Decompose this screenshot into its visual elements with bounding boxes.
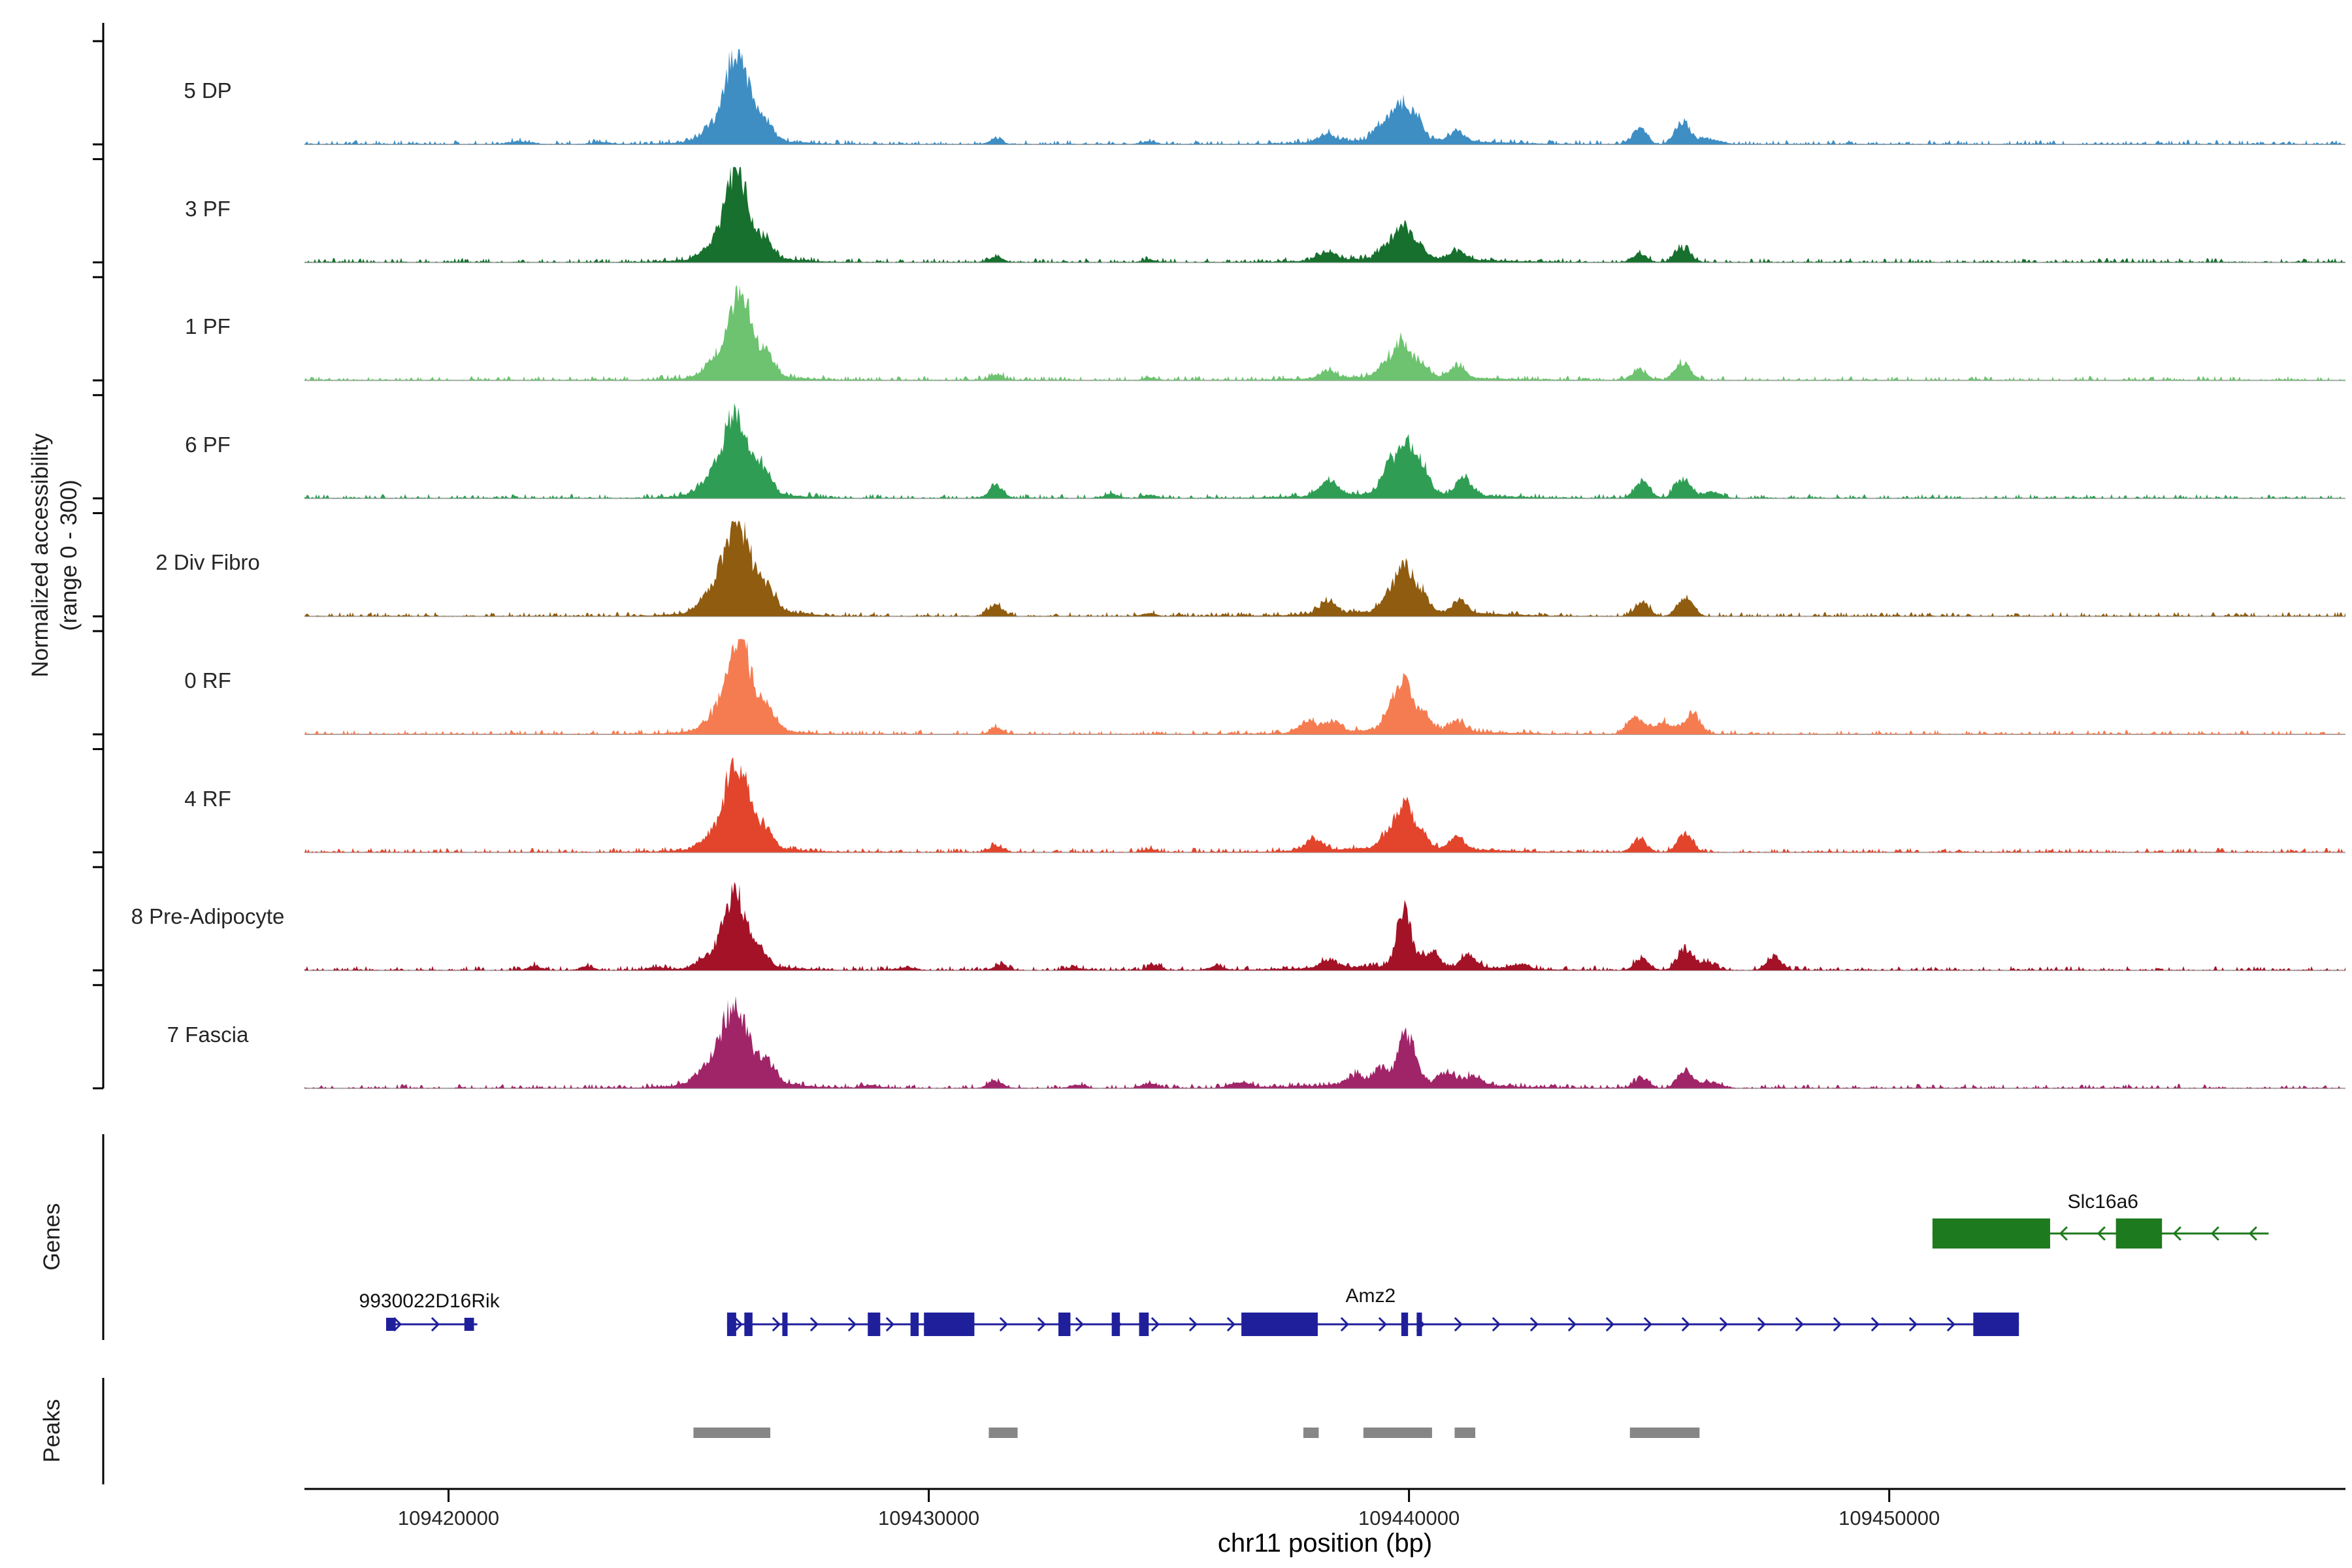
strand-arrow-left [2172,1226,2181,1241]
coverage-area-5-dp [304,49,2345,144]
strand-arrow-right [885,1316,894,1332]
track-label-6-pf: 6 PF [185,432,231,457]
x-tick-label-109420000: 109420000 [397,1507,500,1529]
peak-region-box [988,1428,1018,1438]
strand-arrow-right [809,1316,819,1332]
strand-arrow-right [1681,1316,1690,1332]
track-label-1-pf: 1 PF [185,314,231,339]
peaks-section-label: Peaks [39,1399,65,1463]
peak-region-box [1629,1428,1700,1438]
exon-box-amz2 [1058,1313,1071,1336]
coverage-area-7-fascia [304,996,2345,1088]
gene-label-9930022d16rik: 9930022D16Rik [359,1290,500,1312]
coverage-area-2-div-fibro [304,521,2345,617]
strand-arrow-right [1529,1316,1539,1332]
exon-box-amz2 [727,1313,736,1336]
strand-arrow-right [1037,1316,1046,1332]
strand-arrow-right [1340,1316,1349,1332]
exon-box-9930022d16rik [464,1318,474,1331]
track-label-8-pre-adipocyte: 8 Pre-Adipocyte [131,904,285,929]
strand-arrow-right [431,1316,440,1332]
peak-region-box [1303,1428,1319,1438]
strand-arrow-right [393,1316,402,1332]
exon-box-amz2 [868,1313,881,1336]
exon-box-amz2 [1401,1313,1409,1336]
strand-arrow-right [847,1316,857,1332]
strand-arrow-left [2248,1226,2257,1241]
strand-arrow-right [1833,1316,1842,1332]
y-axis-label-line1: Normalized accessibility [27,433,53,678]
coverage-area-0-rf [304,639,2345,734]
track-label-4-rf: 4 RF [184,786,231,811]
peak-region-box [1454,1428,1476,1438]
strand-arrow-right [1378,1316,1387,1332]
strand-arrow-right [1226,1316,1235,1332]
strand-arrow-right [1719,1316,1728,1332]
exon-box-amz2 [924,1313,975,1336]
strand-arrow-left [2210,1226,2219,1241]
x-tick-label-109430000: 109430000 [877,1507,980,1529]
strand-arrow-right [1946,1316,1955,1332]
x-tick-label-109440000: 109440000 [1358,1507,1460,1529]
track-label-2-div-fibro: 2 Div Fibro [155,550,260,575]
strand-arrow-right [1075,1316,1084,1332]
strand-arrow-left [2059,1226,2068,1241]
strand-arrow-right [1795,1316,1804,1332]
genes-section-label: Genes [39,1203,65,1271]
peak-region-box [1363,1428,1432,1438]
strand-arrow-right [1870,1316,1880,1332]
x-tick-label-109450000: 109450000 [1838,1507,1940,1529]
strand-arrow-right [1454,1316,1463,1332]
strand-arrow-right [1492,1316,1501,1332]
strand-arrow-right [1757,1316,1766,1332]
track-label-3-pf: 3 PF [185,196,231,221]
strand-arrow-right [1605,1316,1614,1332]
exon-box-slc16a6 [2115,1218,2163,1249]
exon-box-amz2 [1416,1313,1422,1336]
exon-box-amz2 [1973,1313,2019,1336]
coverage-area-8-pre-adipocyte [304,881,2345,971]
strand-arrow-right [999,1316,1008,1332]
strand-arrow-right [1567,1316,1576,1332]
peak-region-box [693,1428,771,1438]
exon-box-slc16a6 [1932,1218,2050,1249]
coverage-area-3-pf [304,167,2345,263]
strand-arrow-right [1151,1316,1160,1332]
exon-box-9930022d16rik [385,1318,396,1331]
gene-label-amz2: Amz2 [1345,1285,1396,1307]
coverage-area-4-rf [304,757,2345,853]
coverage-area-6-pf [304,403,2345,498]
strand-arrow-right [1643,1316,1652,1332]
exon-box-amz2 [1111,1313,1120,1336]
strand-arrow-right [1188,1316,1198,1332]
coverage-area-1-pf [304,285,2345,381]
track-label-7-fascia: 7 Fascia [167,1022,249,1047]
exon-box-amz2 [1139,1313,1149,1336]
y-axis-label-line2: (range 0 - 300) [56,480,82,631]
track-label-5-dp: 5 DP [184,78,232,103]
x-axis-title: chr11 position (bp) [1217,1529,1433,1558]
gene-label-slc16a6: Slc16a6 [2067,1191,2138,1213]
exon-box-amz2 [1241,1313,1318,1336]
strand-arrow-right [734,1316,743,1332]
exon-box-amz2 [782,1313,788,1336]
track-label-0-rf: 0 RF [184,668,231,693]
strand-arrow-right [1908,1316,1918,1332]
strand-arrow-left [2097,1226,2106,1241]
strand-arrow-right [772,1316,781,1332]
exon-box-amz2 [744,1313,753,1336]
exon-box-amz2 [910,1313,919,1336]
